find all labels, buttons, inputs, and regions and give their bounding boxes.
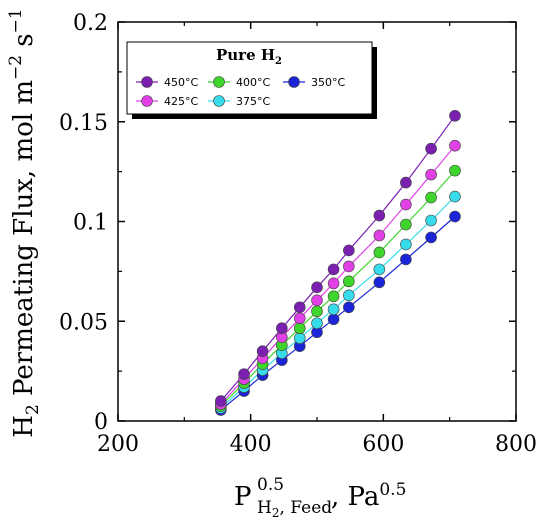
x-axis-title-rest: , Pa0.5 — [331, 480, 406, 512]
x-tick-label: 800 — [495, 432, 537, 457]
data-point — [449, 139, 461, 152]
data-point — [293, 312, 306, 325]
data-point — [449, 164, 461, 177]
series-line-3 — [220, 196, 456, 409]
legend-marker — [213, 76, 225, 88]
legend-label: 450°C — [164, 76, 198, 89]
series-lines-group — [220, 115, 456, 411]
data-point — [425, 142, 437, 155]
legend-label: 425°C — [164, 95, 198, 108]
legend-label: 400°C — [236, 76, 270, 89]
data-point — [311, 317, 323, 330]
data-point — [256, 345, 269, 357]
x-tick-label: 600 — [362, 432, 404, 457]
data-point — [327, 303, 340, 316]
data-point — [373, 229, 386, 242]
legend-box — [126, 41, 373, 115]
data-point — [238, 368, 250, 380]
series-line-1 — [220, 145, 456, 405]
ticks-group: 200 400 600 800 0 0.05 0.1 0.15 0.2 — [59, 11, 537, 457]
data-point — [373, 276, 386, 289]
y-axis-title: H2 Permeating Flux, mol m−2 s−1 — [6, 8, 43, 437]
data-point — [449, 190, 461, 203]
y-tick-label: 0.1 — [73, 211, 108, 236]
legend-marker — [141, 76, 153, 88]
y-tick-label: 0 — [94, 410, 108, 435]
data-point — [327, 313, 340, 326]
data-point — [343, 289, 355, 302]
data-point — [293, 332, 306, 345]
data-point — [343, 244, 355, 257]
data-point — [425, 214, 437, 227]
legend-label: 375°C — [236, 95, 270, 108]
data-point — [311, 281, 323, 294]
legend: Pure H2 450°C 425°C 400°C 375°C 350°C — [126, 41, 377, 119]
data-point — [400, 198, 412, 211]
data-point — [449, 210, 461, 223]
legend-label: 350°C — [311, 76, 345, 89]
x-tick-label: 200 — [97, 432, 139, 457]
data-point — [400, 238, 412, 251]
data-point — [343, 301, 355, 314]
data-point — [425, 231, 437, 244]
y-tick-label: 0.2 — [73, 11, 108, 36]
data-point — [373, 209, 386, 222]
data-point — [311, 305, 323, 318]
legend-items: 450°C 425°C 400°C 375°C 350°C — [136, 76, 345, 108]
x-axis-title-sup: 0.5 — [257, 475, 284, 495]
data-point — [327, 277, 340, 290]
data-point — [425, 191, 437, 204]
x-tick-label: 400 — [230, 432, 272, 457]
series-points-group — [215, 109, 461, 416]
data-point — [373, 263, 386, 276]
series-line-0 — [220, 115, 456, 402]
data-point — [276, 322, 288, 335]
series-line-4 — [220, 216, 456, 411]
data-point — [425, 168, 437, 181]
data-point — [215, 395, 227, 407]
y-tick-label: 0.15 — [59, 111, 108, 136]
data-point — [400, 218, 412, 231]
data-point — [327, 263, 340, 276]
legend-marker — [213, 95, 225, 107]
data-point — [449, 109, 461, 122]
x-axis-title-subscript: H2, Feed — [257, 498, 332, 520]
legend-marker — [288, 76, 300, 88]
data-point — [327, 290, 340, 303]
data-point — [400, 176, 412, 189]
data-point — [293, 322, 306, 335]
data-point — [311, 294, 323, 307]
data-point — [343, 275, 355, 288]
series-line-2 — [220, 170, 456, 407]
data-point — [373, 246, 386, 259]
x-axis-title-main: P — [234, 482, 252, 512]
y-tick-label: 0.05 — [59, 310, 108, 335]
data-point — [343, 260, 355, 273]
data-point — [400, 253, 412, 266]
data-point — [293, 301, 306, 314]
legend-title: Pure H2 — [216, 46, 282, 67]
legend-marker — [141, 95, 153, 107]
